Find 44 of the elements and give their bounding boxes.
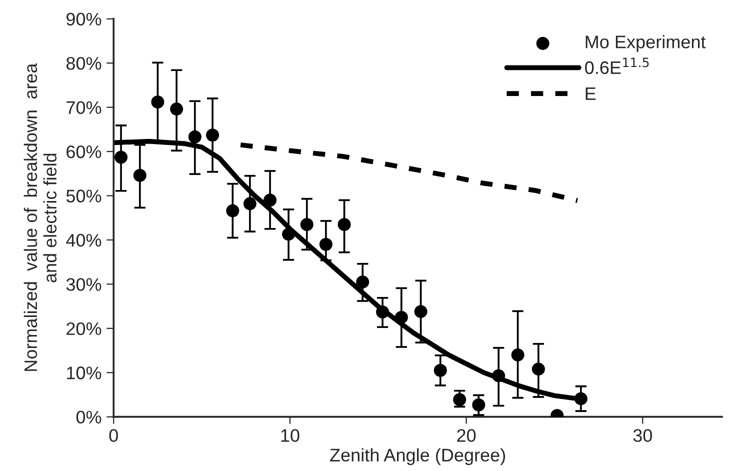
point: [133, 168, 146, 182]
point: [243, 197, 256, 210]
y-tick-label: 70%: [66, 101, 102, 114]
point: [300, 218, 314, 231]
point: [472, 398, 486, 412]
point: [226, 204, 240, 218]
point: [453, 393, 466, 406]
y-tick-label: 50%: [66, 190, 102, 202]
y-tick-label: 80%: [66, 56, 102, 70]
point: [338, 218, 351, 231]
y-tick-label: 0%: [76, 410, 102, 424]
point: [532, 362, 545, 376]
x-tick-label: 0: [109, 429, 118, 442]
point: [394, 310, 408, 324]
point: [511, 348, 524, 362]
x-tick-label: 10: [281, 429, 300, 442]
y-tick-label: 20%: [66, 322, 102, 336]
y-tick-label: 30%: [66, 278, 102, 291]
legend-label: E: [586, 87, 596, 100]
legend-label: Mo Experiment: [586, 35, 706, 52]
point: [206, 128, 220, 142]
point: [574, 392, 588, 406]
point: [170, 102, 184, 116]
line-series: [238, 142, 580, 204]
y-tick-label: 60%: [66, 145, 102, 158]
x-tick-label: 30: [633, 429, 652, 442]
point: [492, 369, 506, 382]
point: [264, 194, 277, 207]
x-tick-label: 20: [457, 429, 476, 442]
point: [319, 238, 332, 251]
y-tick-label: 10%: [67, 366, 102, 380]
x-axis-title: Zenith Angle (Degree): [330, 448, 506, 466]
point: [114, 150, 128, 164]
point: [414, 305, 428, 318]
point: [356, 275, 370, 288]
y-tick-label: 90%: [66, 12, 102, 26]
point: [376, 306, 390, 319]
point: [151, 95, 164, 108]
point: [434, 364, 447, 377]
legend-label: 0.6E$^{11.5}$: [585, 58, 649, 74]
y-axis-title: Normalized value of breakdown area and electric field: [24, 63, 57, 371]
point: [282, 228, 296, 241]
y-tick-label: 40%: [66, 234, 102, 247]
point: [188, 130, 202, 144]
